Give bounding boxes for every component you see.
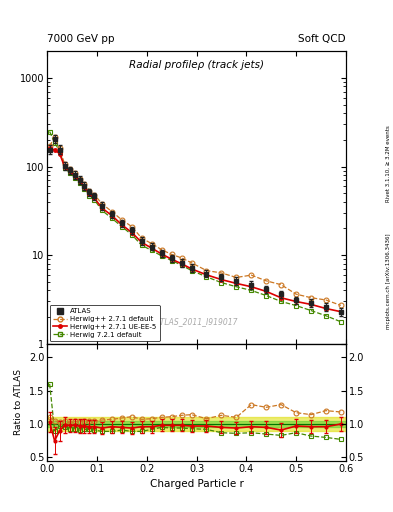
Text: 7000 GeV pp: 7000 GeV pp [47, 33, 115, 44]
Legend: ATLAS, Herwig++ 2.7.1 default, Herwig++ 2.7.1 UE-EE-5, Herwig 7.2.1 default: ATLAS, Herwig++ 2.7.1 default, Herwig++ … [50, 305, 160, 341]
Text: mcplots.cern.ch [arXiv:1306.3436]: mcplots.cern.ch [arXiv:1306.3436] [386, 234, 391, 329]
Y-axis label: Ratio to ATLAS: Ratio to ATLAS [15, 369, 24, 435]
Text: Rivet 3.1.10, ≥ 3.2M events: Rivet 3.1.10, ≥ 3.2M events [386, 125, 391, 202]
X-axis label: Charged Particle r: Charged Particle r [150, 479, 243, 489]
Text: Radial profileρ (track jets): Radial profileρ (track jets) [129, 60, 264, 70]
Text: Soft QCD: Soft QCD [298, 33, 346, 44]
Text: ATLAS_2011_I919017: ATLAS_2011_I919017 [155, 317, 238, 326]
